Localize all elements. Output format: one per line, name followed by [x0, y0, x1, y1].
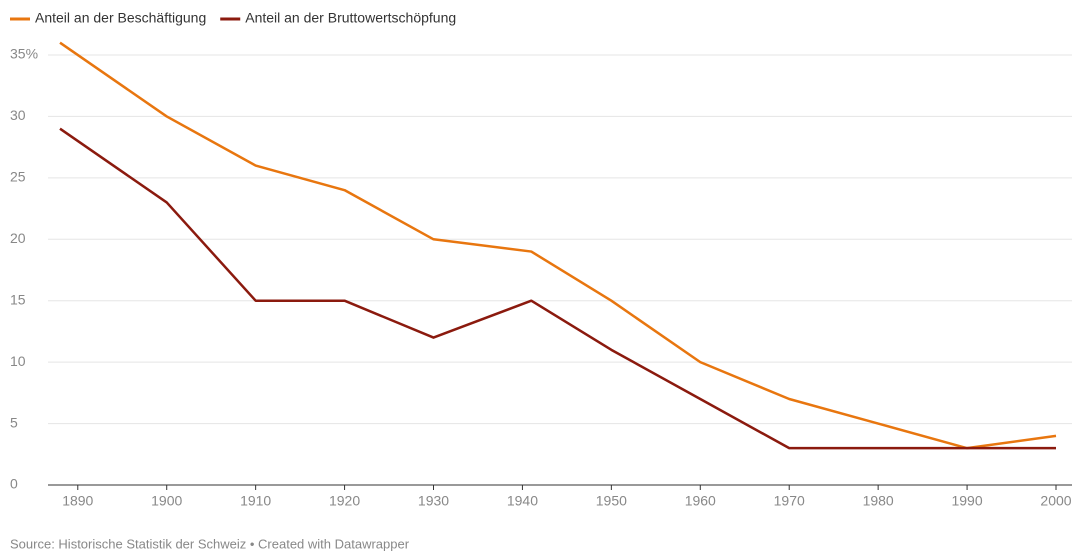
- y-tick-label: 35%: [10, 46, 38, 62]
- x-tick-label: 1960: [685, 493, 716, 509]
- x-tick-label: 1890: [62, 493, 93, 509]
- x-tick-label: 1950: [596, 493, 627, 509]
- y-tick-label: 30: [10, 107, 26, 123]
- x-tick-label: 1910: [240, 493, 271, 509]
- x-tick-label: 1940: [507, 493, 538, 509]
- y-tick-label: 20: [10, 230, 26, 246]
- x-tick-label: 1930: [418, 493, 449, 509]
- x-tick-label: 1920: [329, 493, 360, 509]
- y-tick-label: 10: [10, 353, 26, 369]
- legend-label: Anteil an der Beschäftigung: [35, 10, 206, 26]
- x-tick-label: 2000: [1040, 493, 1071, 509]
- x-tick-label: 1980: [863, 493, 894, 509]
- source: Source: Historische Statistik der Schwei…: [10, 536, 410, 551]
- x-tick-label: 1990: [951, 493, 982, 509]
- y-tick-label: 0: [10, 476, 18, 492]
- x-tick-label: 1900: [151, 493, 182, 509]
- line: [59, 127, 1056, 450]
- y-tick-label: 5: [10, 414, 18, 430]
- y-tick-label: 25: [10, 169, 26, 185]
- legend-label: Anteil an der Bruttowertschöpfung: [245, 10, 456, 26]
- y-tick-label: 15: [10, 291, 26, 307]
- x-tick-label: 1970: [774, 493, 805, 509]
- line: [59, 41, 1057, 450]
